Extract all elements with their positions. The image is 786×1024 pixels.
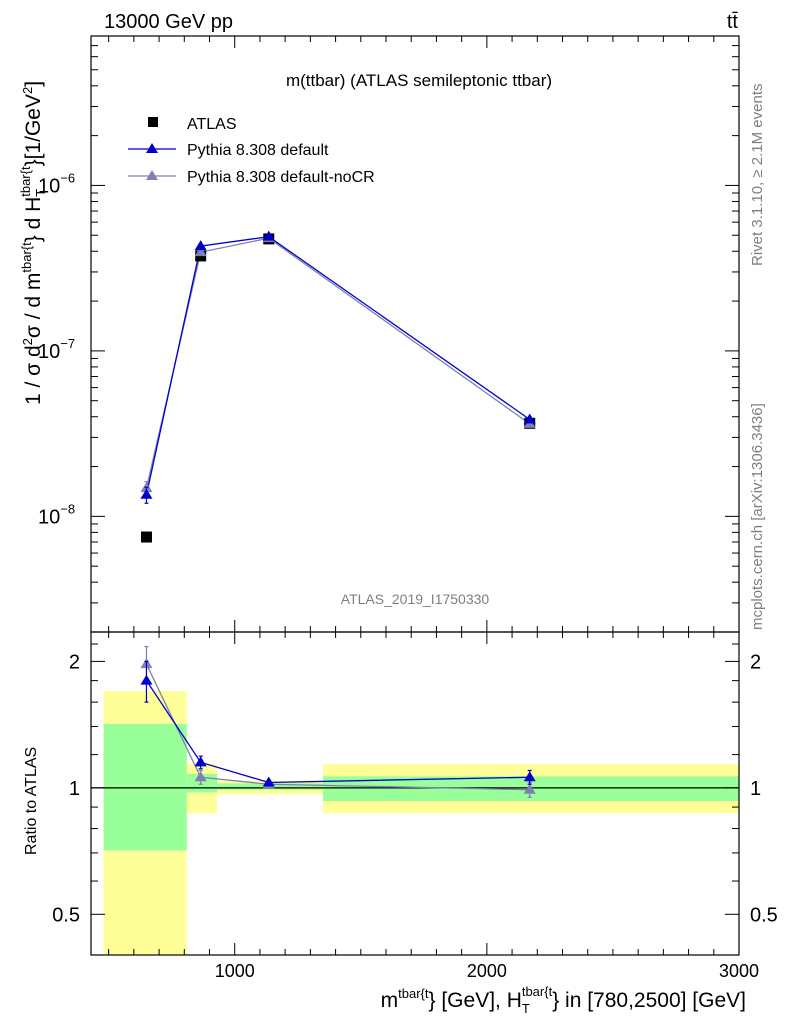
rivet-version-label: Rivet 3.1.10, ≥ 2.1M events (749, 84, 766, 267)
legend: ATLAS Pythia 8.308 default Pythia 8.308 … (128, 116, 375, 186)
ratio-series-0-point-1 (194, 756, 207, 767)
legend-label-atlas: ATLAS (187, 116, 237, 133)
main-y-tick-label-1: 10−7 (38, 336, 75, 363)
chart-title: m(ttbar) (ATLAS semileptonic ttbar) (286, 71, 552, 90)
ratio-series-1-point-3 (523, 783, 536, 794)
x-tick-label-1: 2000 (467, 961, 507, 981)
series-1-point-2 (262, 230, 275, 241)
series-2-point-1 (194, 246, 207, 257)
ratio-frame (90, 631, 740, 956)
x-axis-label: mtbar{t} [GeV], HTtbar{t} in [780,2500] … (381, 984, 746, 1016)
ratio-panel: 1000 2000 3000 0.5 0.5 1 1 2 2 Ratio to ATLAS mt… (23, 631, 778, 1016)
series-line-1 (145, 236, 531, 495)
analysis-label: ATLAS_2019_I1750330 (341, 591, 490, 607)
process-label: tt̄ (727, 11, 739, 33)
main-y-tick-label-2: 10−6 (38, 170, 75, 197)
main-y-tick-label-0: 10−8 (38, 501, 75, 528)
x-tick-label-2: 3000 (719, 961, 759, 981)
main-panel: 10−8 10−7 10−6 m(ttbar) (ATLAS semileptoni… (18, 35, 740, 633)
series-line-2 (145, 237, 531, 489)
ratio-y-tick-label-right-0: 0.5 (750, 904, 778, 926)
main-y-axis-label: 1 / σ d2σ / d mtbar{t} d HTtbar{t}[1/GeV… (18, 81, 48, 405)
legend-label-default: Pythia 8.308 default (187, 142, 329, 159)
series-1-point-0 (140, 488, 153, 499)
legend-marker-default (146, 143, 158, 153)
ratio-y-tick-label-left-1: 1 (69, 778, 80, 800)
mcplots-site-label: mcplots.cern.ch [arXiv:1306.3436] (749, 403, 766, 630)
ratio-axis-ticks: 1000 2000 3000 0.5 0.5 1 1 2 2 (52, 632, 778, 981)
x-tick-label-0: 1000 (215, 961, 255, 981)
stat-uncertainty-band-0 (103, 723, 187, 851)
ratio-series-0-point-2 (262, 776, 275, 787)
main-axis-ticks: 10−8 10−7 10−6 (38, 35, 740, 633)
main-plot-area (140, 230, 536, 543)
ratio-series-line-0 (145, 680, 530, 784)
legend-marker-nocr (146, 170, 158, 180)
ratio-series-0-point-3 (523, 771, 536, 782)
ratio-y-tick-label-right-1: 1 (750, 778, 761, 800)
beam-label: 13000 GeV pp (104, 11, 233, 33)
series-1-point-1 (194, 240, 207, 251)
ratio-y-tick-label-left-2: 2 (69, 651, 80, 673)
legend-label-nocr: Pythia 8.308 default-noCR (187, 169, 375, 186)
ratio-plot-area (91, 645, 739, 955)
ratio-y-axis-label: Ratio to ATLAS (23, 747, 40, 855)
series-1-point-3 (523, 413, 536, 424)
ratio-y-tick-label-right-2: 2 (750, 651, 761, 673)
ratio-series-1-point-1 (194, 771, 207, 782)
legend-marker-atlas (148, 117, 158, 127)
ratio-y-tick-label-left-0: 0.5 (52, 904, 80, 926)
atlas-point-0 (140, 531, 152, 543)
ratio-series-0-point-0 (140, 674, 153, 685)
